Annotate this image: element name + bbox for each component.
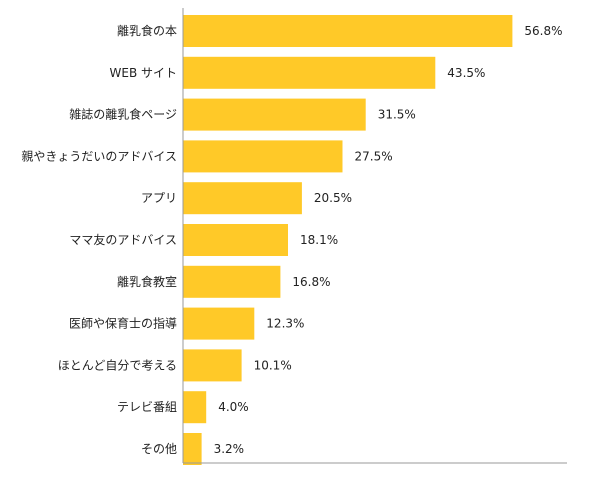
- value-label: 18.1%: [300, 233, 338, 247]
- value-label: 10.1%: [254, 358, 292, 372]
- bar: [183, 349, 242, 382]
- bar: [183, 56, 436, 89]
- value-label: 56.8%: [524, 24, 562, 38]
- value-label: 27.5%: [355, 149, 393, 163]
- category-labels-group: 離乳食の本 WEB サイト雑誌の離乳食ページ親やきょうだいのアドバイスアプリママ友…: [21, 23, 177, 456]
- bar: [183, 15, 513, 47]
- category-label: 離乳食の本: [117, 23, 177, 38]
- value-label: 3.2%: [214, 442, 245, 456]
- value-label: 31.5%: [378, 108, 416, 122]
- value-label: 4.0%: [218, 400, 249, 414]
- category-label: アプリ: [141, 191, 177, 205]
- bar: [183, 140, 343, 173]
- category-label: WEB サイト: [110, 66, 178, 80]
- value-label: 20.5%: [314, 191, 352, 205]
- bar: [183, 265, 281, 298]
- category-label: ママ友のアドバイス: [69, 233, 177, 247]
- bar: [183, 224, 288, 256]
- category-label: ほとんど自分で考える: [58, 358, 177, 372]
- bar: [183, 433, 202, 465]
- value-label: 16.8%: [292, 275, 330, 289]
- value-labels-group: 56.8% 43.5% 31.5% 27.5% 20.5% 18.1% 16.8% 12.3%…: [214, 24, 563, 456]
- value-label: 12.3%: [266, 317, 304, 331]
- category-label: その他: [141, 442, 177, 456]
- category-label: 医師や保育士の指導: [69, 316, 177, 331]
- bar: [183, 391, 207, 424]
- bars-group: [183, 15, 513, 465]
- category-label: 雑誌の離乳食ページ: [69, 107, 177, 122]
- value-label: 43.5%: [447, 66, 485, 80]
- bar: [183, 182, 302, 215]
- category-label: 離乳食教室: [117, 274, 177, 289]
- bar: [183, 98, 366, 131]
- category-label: 親やきょうだいのアドバイス: [21, 149, 177, 163]
- bar: [183, 307, 255, 340]
- category-label: テレビ番組: [117, 400, 177, 414]
